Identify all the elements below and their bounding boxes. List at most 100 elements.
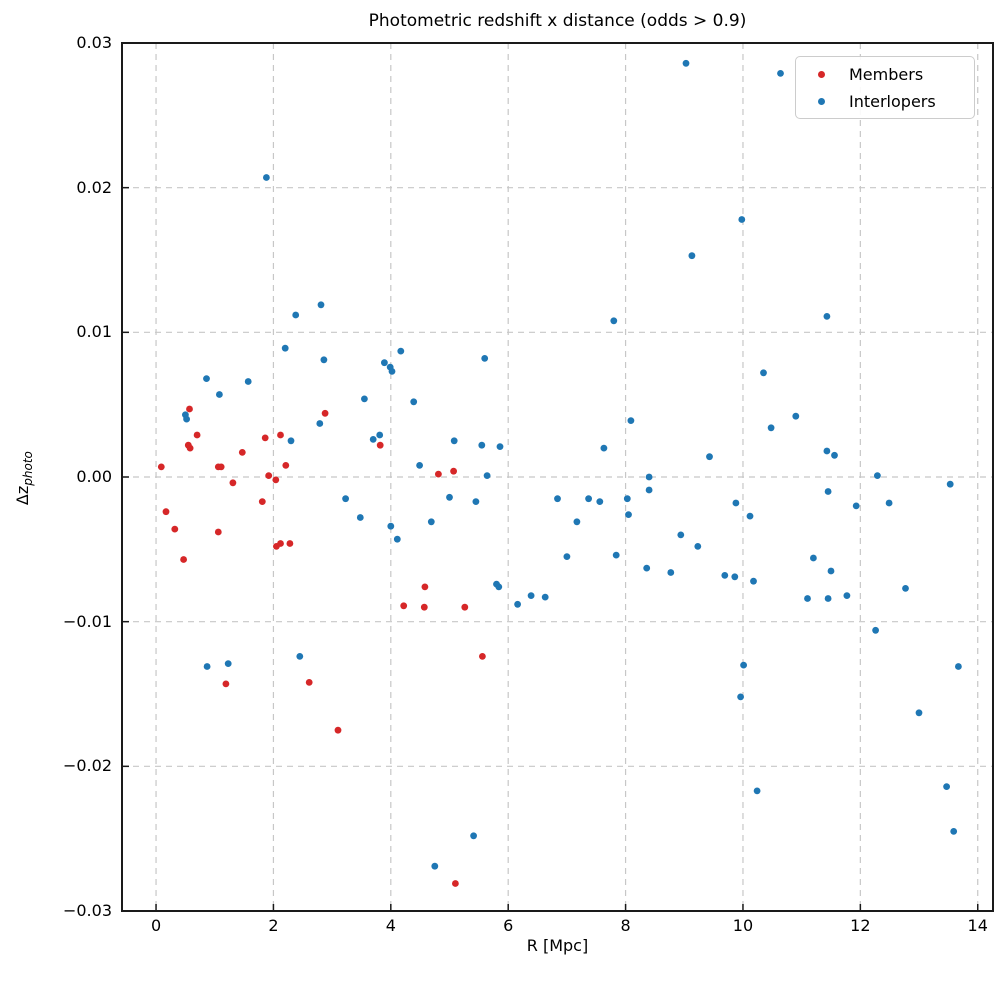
data-point-interlopers (831, 451, 838, 459)
data-point-interlopers (737, 693, 744, 701)
members-marker-icon (818, 70, 825, 78)
data-point-interlopers (706, 453, 713, 461)
y-axis-label-main: Δz (12, 485, 32, 506)
data-point-interlopers (750, 577, 757, 585)
data-point-interlopers (746, 512, 754, 520)
data-point-interlopers (623, 495, 631, 503)
data-point-interlopers (478, 441, 486, 449)
data-point-interlopers (943, 783, 950, 790)
data-point-interlopers (625, 511, 632, 518)
data-point-interlopers (950, 828, 958, 835)
data-point-interlopers (955, 663, 962, 670)
data-point-members (321, 409, 329, 417)
data-point-interlopers (369, 436, 377, 443)
data-point-interlopers (767, 424, 775, 432)
data-point-interlopers (495, 583, 503, 591)
data-point-interlopers (643, 564, 651, 572)
y-tick-label-−0.03: −0.03 (62, 901, 112, 920)
x-tick-label-12: 12 (850, 916, 871, 935)
data-point-members (376, 441, 384, 449)
x-tick-label-10: 10 (732, 916, 754, 935)
legend-item-interlopers: Interlopers (818, 90, 974, 112)
data-point-interlopers (450, 437, 458, 445)
data-point-interlopers (885, 499, 893, 507)
data-point-interlopers (872, 626, 879, 634)
data-point-interlopers (496, 443, 504, 450)
data-point-interlopers (481, 355, 489, 362)
data-point-interlopers (738, 216, 746, 223)
data-point-interlopers (183, 415, 191, 423)
data-point-interlopers (753, 787, 761, 795)
data-point-interlopers (688, 252, 696, 260)
data-point-interlopers (376, 431, 384, 439)
data-point-interlopers (667, 569, 675, 576)
data-point-interlopers (416, 462, 423, 469)
data-point-interlopers (915, 709, 923, 717)
data-point-interlopers (824, 595, 832, 602)
data-point-members (282, 462, 290, 469)
data-point-interlopers (287, 437, 295, 445)
x-tick-label-8: 8 (620, 916, 631, 935)
data-point-interlopers (470, 832, 477, 840)
y-tick-label-0.02: 0.02 (76, 177, 112, 197)
data-point-interlopers (387, 522, 395, 530)
data-point-interlopers (244, 378, 252, 385)
data-point-interlopers (342, 495, 349, 503)
data-point-interlopers (216, 391, 223, 398)
data-point-interlopers (694, 543, 702, 550)
data-point-interlopers (541, 593, 549, 601)
data-point-interlopers (361, 395, 368, 403)
data-point-interlopers (356, 514, 364, 521)
legend: Members Interlopers (795, 56, 975, 119)
data-point-members (157, 463, 165, 471)
legend-item-members: Members (818, 63, 974, 85)
data-point-interlopers (573, 518, 581, 526)
x-axis-label: R [Mpc] (526, 936, 589, 955)
data-point-members (479, 653, 486, 660)
data-point-interlopers (777, 70, 784, 77)
data-point-interlopers (203, 375, 210, 382)
data-point-interlopers (514, 600, 521, 608)
data-point-members (400, 602, 408, 610)
data-point-interlopers (292, 311, 300, 319)
data-point-interlopers (317, 301, 325, 309)
legend-label-interlopers: Interlopers (849, 91, 936, 111)
data-point-members (435, 470, 442, 478)
data-point-members (238, 449, 246, 456)
data-point-members (277, 540, 284, 547)
legend-label-members: Members (849, 64, 924, 84)
data-point-members (171, 525, 179, 533)
data-point-interlopers (810, 554, 817, 562)
data-point-members (272, 476, 280, 484)
data-point-interlopers (612, 551, 620, 559)
data-point-interlopers (585, 495, 592, 503)
data-point-interlopers (852, 502, 860, 510)
data-point-interlopers (381, 359, 388, 367)
data-point-interlopers (824, 488, 832, 495)
data-point-interlopers (827, 567, 835, 575)
data-point-interlopers (388, 368, 396, 375)
data-point-members (277, 431, 284, 439)
data-point-members (334, 726, 342, 734)
data-point-members (222, 680, 230, 688)
data-point-interlopers (600, 444, 608, 452)
data-point-members (265, 472, 273, 479)
x-tick-label-0: 0 (150, 916, 162, 935)
data-point-members (420, 603, 428, 611)
data-point-interlopers (224, 660, 232, 667)
y-tick-label-−0.01: −0.01 (62, 611, 112, 631)
data-point-interlopers (596, 498, 604, 505)
x-tick-label-2: 2 (268, 916, 279, 935)
data-point-interlopers (431, 862, 439, 870)
data-point-members (461, 603, 469, 611)
data-point-interlopers (645, 486, 653, 494)
data-point-interlopers (804, 595, 811, 602)
data-point-interlopers (682, 59, 690, 67)
x-tick-label-6: 6 (503, 916, 514, 935)
data-point-interlopers (554, 495, 561, 503)
data-point-members (217, 463, 225, 471)
data-point-interlopers (677, 531, 685, 539)
data-point-interlopers (483, 472, 491, 479)
